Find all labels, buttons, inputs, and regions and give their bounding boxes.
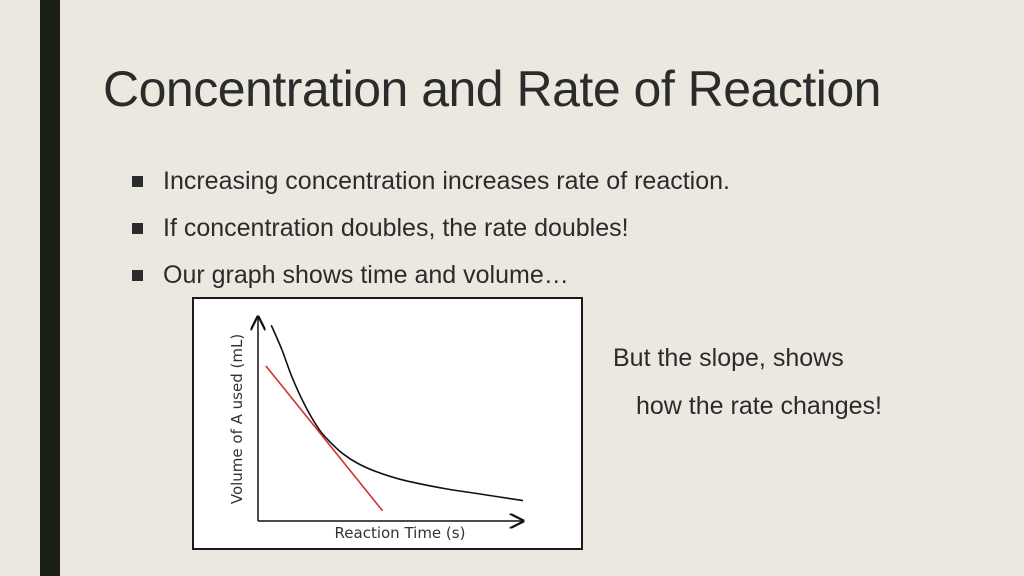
bullet-item: If concentration doubles, the rate doubl… — [132, 205, 730, 252]
bullet-text: Increasing concentration increases rate … — [163, 167, 730, 195]
square-bullet-icon — [132, 176, 143, 187]
y-axis-label: Volume of A used (mL) — [228, 334, 246, 504]
slope-note-line-2: how the rate changes! — [636, 392, 882, 420]
square-bullet-icon — [132, 223, 143, 234]
left-accent-bar — [40, 0, 60, 576]
series-layer — [265, 324, 524, 512]
bullet-item: Our graph shows time and volume… — [132, 252, 730, 299]
slope-note-line-1: But the slope, shows — [613, 344, 844, 372]
bullet-list: Increasing concentration increases rate … — [132, 158, 730, 299]
square-bullet-icon — [132, 270, 143, 281]
chart-svg: Volume of A used (mL) Reaction Time (s) — [228, 299, 581, 542]
volume-curve — [270, 324, 524, 502]
bullet-text: Our graph shows time and volume… — [163, 261, 569, 289]
x-axis-label: Reaction Time (s) — [335, 524, 466, 542]
bullet-item: Increasing concentration increases rate … — [132, 158, 730, 205]
chart-frame: Volume of A used (mL) Reaction Time (s) — [192, 297, 583, 550]
bullet-text: If concentration doubles, the rate doubl… — [163, 214, 629, 242]
page-title: Concentration and Rate of Reaction — [103, 61, 881, 117]
tangent-line — [265, 365, 384, 512]
